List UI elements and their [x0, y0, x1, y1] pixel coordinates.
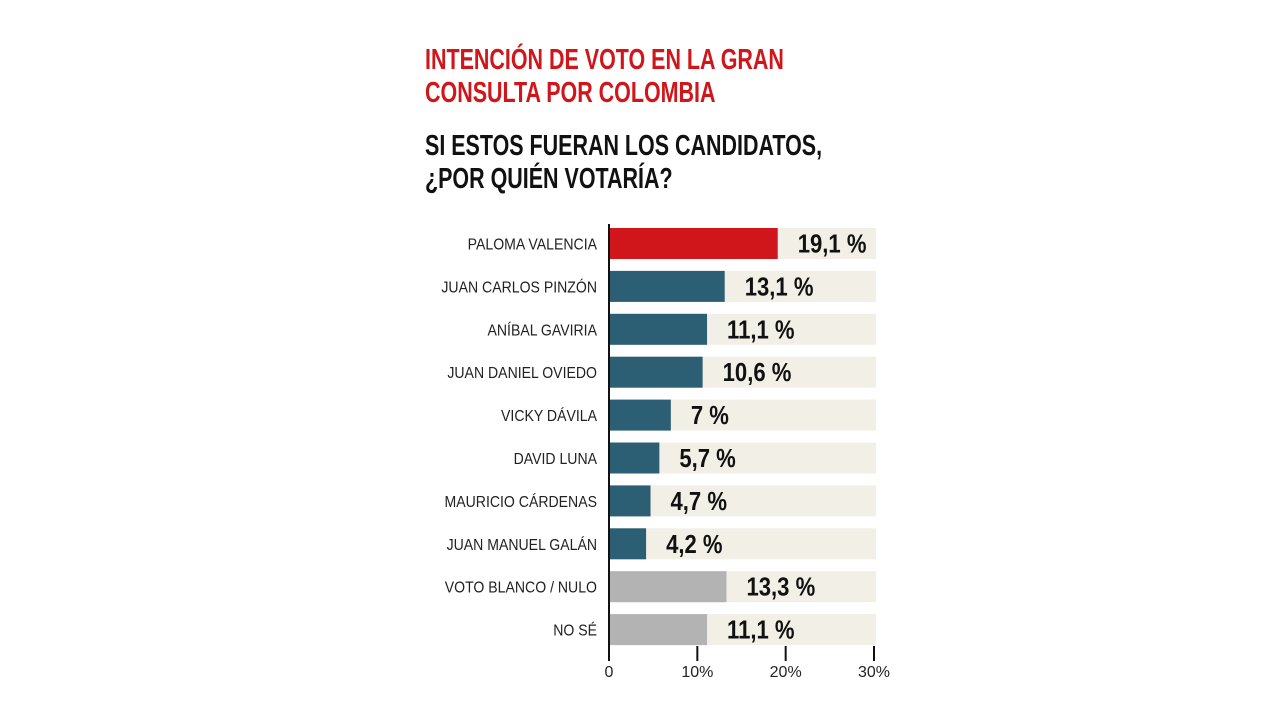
category-label: DAVID LUNA	[514, 450, 598, 468]
x-tick-label: 30%	[858, 664, 890, 681]
value-label: 11,1 %	[727, 316, 795, 345]
subtitle-line-1: SI ESTOS FUERAN LOS CANDIDATOS,	[425, 130, 823, 162]
bar	[609, 485, 651, 517]
value-label: 13,1 %	[745, 273, 814, 302]
subtitle-line-2: ¿POR QUIÉN VOTARÍA?	[425, 163, 673, 195]
value-label: 5,7 %	[679, 444, 735, 473]
value-label: 13,3 %	[746, 573, 815, 602]
bar	[609, 528, 647, 560]
value-label: 4,2 %	[666, 530, 722, 559]
x-tick-label: 20%	[770, 664, 802, 681]
bar	[609, 313, 708, 345]
category-label: JUAN DANIEL OVIEDO	[447, 364, 597, 382]
bar-track	[609, 485, 876, 517]
bar	[609, 571, 727, 603]
bar	[609, 614, 708, 646]
value-label: 11,1 %	[727, 616, 795, 645]
category-label: VOTO BLANCO / NULO	[445, 579, 597, 597]
bar	[609, 356, 703, 388]
bar	[609, 228, 778, 259]
category-label: JUAN CARLOS PINZÓN	[441, 279, 597, 297]
x-tick-label: 10%	[681, 664, 713, 681]
chart-title: INTENCIÓN DE VOTO EN LA GRAN CONSULTA PO…	[425, 44, 784, 110]
category-label: MAURICIO CÁRDENAS	[445, 493, 597, 511]
bar	[609, 270, 725, 302]
value-label: 10,6 %	[723, 359, 792, 388]
bar	[609, 442, 660, 474]
value-label: 4,7 %	[671, 487, 727, 516]
title-line-1: INTENCIÓN DE VOTO EN LA GRAN	[425, 44, 784, 76]
chart-subtitle: SI ESTOS FUERAN LOS CANDIDATOS, ¿POR QUI…	[425, 130, 822, 196]
value-label: 19,1 %	[798, 230, 867, 259]
x-tick-label: 0	[605, 664, 614, 681]
category-label: NO SÉ	[553, 622, 597, 640]
category-label: VICKY DÁVILA	[501, 407, 598, 425]
category-label: JUAN MANUEL GALÁN	[447, 536, 597, 554]
title-line-2: CONSULTA POR COLOMBIA	[425, 77, 716, 109]
category-label: PALOMA VALENCIA	[468, 236, 598, 254]
category-label: ANÍBAL GAVIRIA	[488, 321, 598, 339]
bar-track	[609, 528, 876, 560]
value-label: 7 %	[691, 401, 729, 430]
bar	[609, 399, 671, 431]
